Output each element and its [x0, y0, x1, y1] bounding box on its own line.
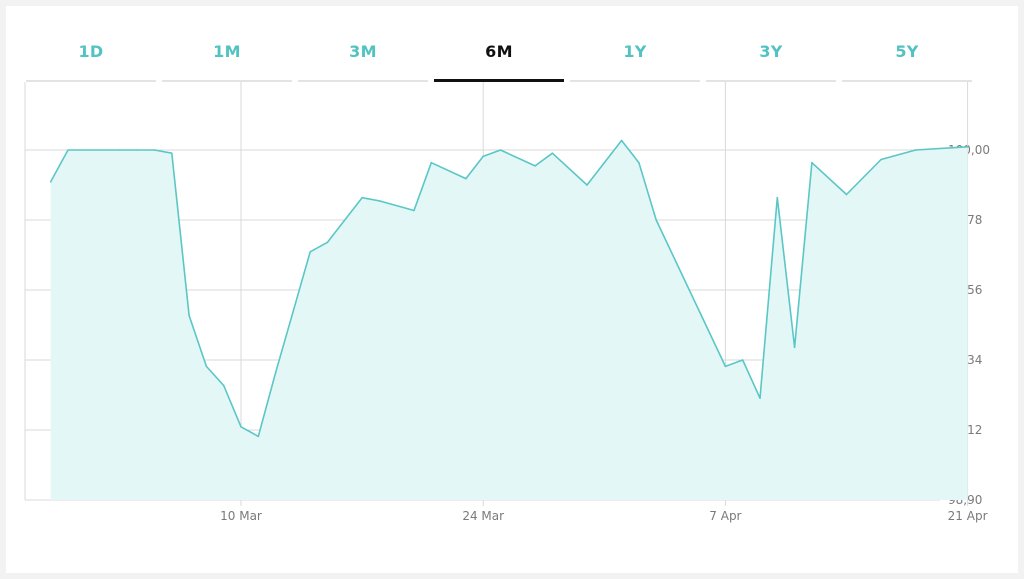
data-point: [188, 314, 190, 317]
tab-1y[interactable]: 1Y: [570, 40, 700, 82]
series-area: [50, 140, 968, 500]
x-tick-label: 10 Mar: [220, 509, 262, 523]
data-point: [67, 149, 69, 151]
tab-3m[interactable]: 3M: [298, 40, 428, 82]
chart-card: 1D 1M 3M 6M 1Y 3Y 5Y 98,9099,1299,3499,5699,78…: [6, 6, 1018, 573]
data-point: [274, 371, 277, 374]
tab-1m[interactable]: 1M: [162, 40, 292, 82]
data-point: [222, 384, 225, 387]
tab-underline: [26, 80, 156, 82]
data-point: [292, 311, 294, 314]
data-point: [655, 219, 657, 221]
data-point: [465, 177, 467, 180]
data-point: [326, 241, 329, 244]
data-point: [205, 365, 208, 368]
data-point: [153, 149, 156, 151]
data-point: [430, 161, 433, 164]
x-tick-label: 21 Apr: [948, 509, 988, 523]
data-point: [534, 165, 536, 167]
tab-5y[interactable]: 5Y: [842, 40, 972, 82]
tab-label: 5Y: [895, 42, 919, 61]
data-point: [551, 152, 554, 154]
tab-underline: [842, 80, 972, 82]
data-point: [413, 209, 415, 212]
data-point: [638, 161, 640, 164]
data-point: [776, 196, 779, 199]
tab-underline: [570, 80, 700, 82]
data-point: [586, 184, 588, 186]
tab-label: 3Y: [759, 42, 783, 61]
data-point: [136, 149, 138, 151]
period-tabs: 1D 1M 3M 6M 1Y 3Y 5Y: [6, 6, 1018, 86]
data-point: [378, 200, 381, 202]
data-point: [620, 139, 623, 142]
data-point: [724, 365, 727, 368]
data-point: [793, 346, 796, 349]
tab-underline: [434, 79, 564, 82]
tab-label: 1M: [213, 42, 241, 61]
data-point: [482, 155, 485, 158]
data-point: [240, 426, 242, 428]
tab-label: 1Y: [623, 42, 647, 61]
data-point: [966, 146, 969, 148]
data-point: [499, 149, 502, 151]
tab-underline: [162, 80, 292, 82]
data-point: [603, 161, 606, 164]
tab-label: 1D: [78, 42, 104, 61]
data-point: [309, 251, 312, 253]
tab-underline: [298, 80, 428, 82]
x-tick-label: 7 Apr: [709, 509, 741, 523]
data-point: [811, 161, 813, 164]
data-point: [759, 397, 761, 399]
tab-underline: [706, 80, 836, 82]
data-point: [171, 152, 173, 154]
data-point: [845, 193, 848, 196]
data-point: [119, 149, 121, 151]
data-point: [361, 196, 363, 199]
tab-1d[interactable]: 1D: [26, 40, 156, 82]
x-tick-label: 24 Mar: [462, 509, 504, 523]
data-point: [880, 158, 882, 161]
data-point: [257, 435, 260, 438]
tab-label: 3M: [349, 42, 377, 61]
data-point: [914, 149, 917, 151]
data-point: [49, 181, 52, 183]
data-point: [741, 359, 744, 361]
tab-label: 6M: [485, 42, 513, 61]
tab-3y[interactable]: 3Y: [706, 40, 836, 82]
tab-6m[interactable]: 6M: [434, 40, 564, 82]
